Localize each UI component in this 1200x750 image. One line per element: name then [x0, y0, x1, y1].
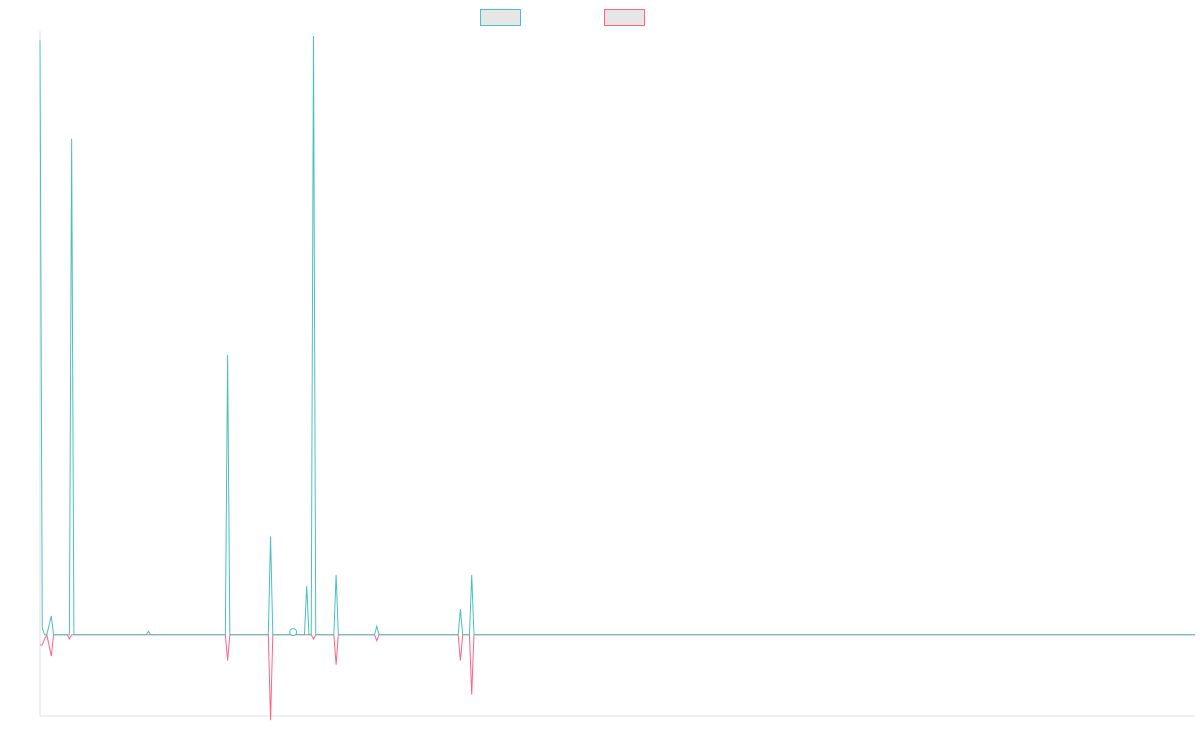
- legend-swatch-series_a: [480, 9, 521, 26]
- series-point-marker: [289, 628, 298, 637]
- legend: [480, 9, 645, 26]
- series-line-series_b: [40, 633, 1195, 721]
- series-line-series_a: [39, 35, 1195, 636]
- plot-area: [39, 35, 1195, 721]
- legend-swatch-series_b: [604, 9, 645, 26]
- axes: [39, 31, 1195, 717]
